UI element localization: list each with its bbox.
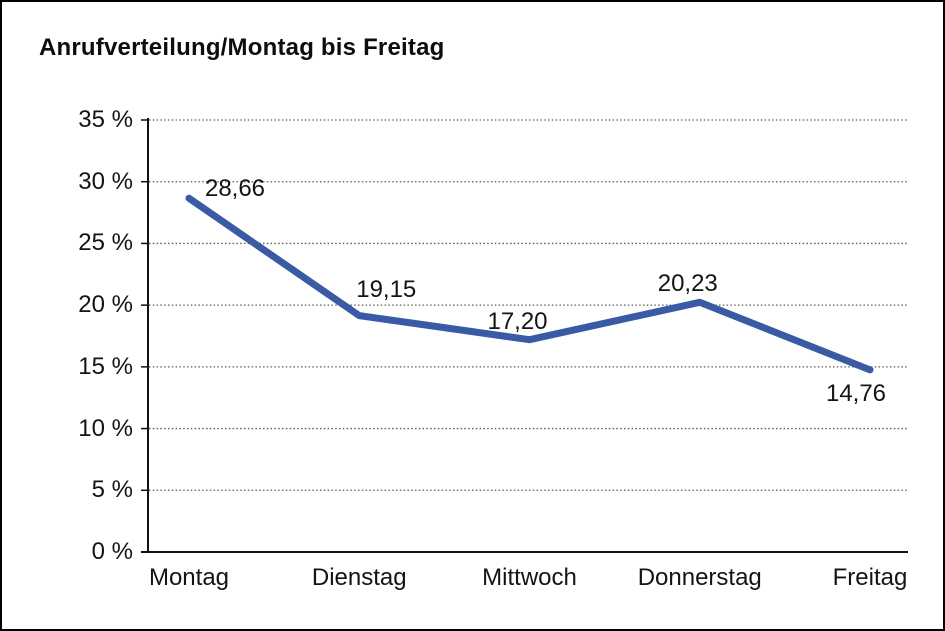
x-axis-category-label: Freitag [832, 564, 908, 591]
x-axis-category-label: Donnerstag [637, 564, 762, 591]
y-axis-tick-label: 20 % [78, 291, 133, 319]
data-point-label: 19,15 [356, 275, 417, 303]
data-series-line [185, 194, 874, 374]
y-axis-tick-label: 30 % [78, 167, 133, 195]
x-axis-category-label: Mittwoch [482, 564, 577, 591]
y-axis-tick-label: 5 % [91, 476, 133, 504]
data-point-label: 14,76 [825, 379, 887, 407]
y-axis-tick-label: 25 % [78, 229, 133, 257]
data-point-label: 20,23 [657, 270, 718, 298]
data-point-label: 17,20 [487, 307, 548, 335]
y-axis-tick-label: 10 % [78, 414, 133, 442]
y-axis-tick-label: 0 % [91, 538, 133, 565]
chart-title: Anrufverteilung/Montag bis Freitag [39, 34, 445, 61]
x-axis-category-label: Montag [148, 564, 230, 591]
y-axis-tick-label: 35 % [78, 106, 133, 133]
y-axis-tick-label: 15 % [78, 352, 133, 380]
data-point-label: 28,66 [204, 175, 266, 203]
x-axis-category-label: Dienstag [311, 564, 407, 591]
